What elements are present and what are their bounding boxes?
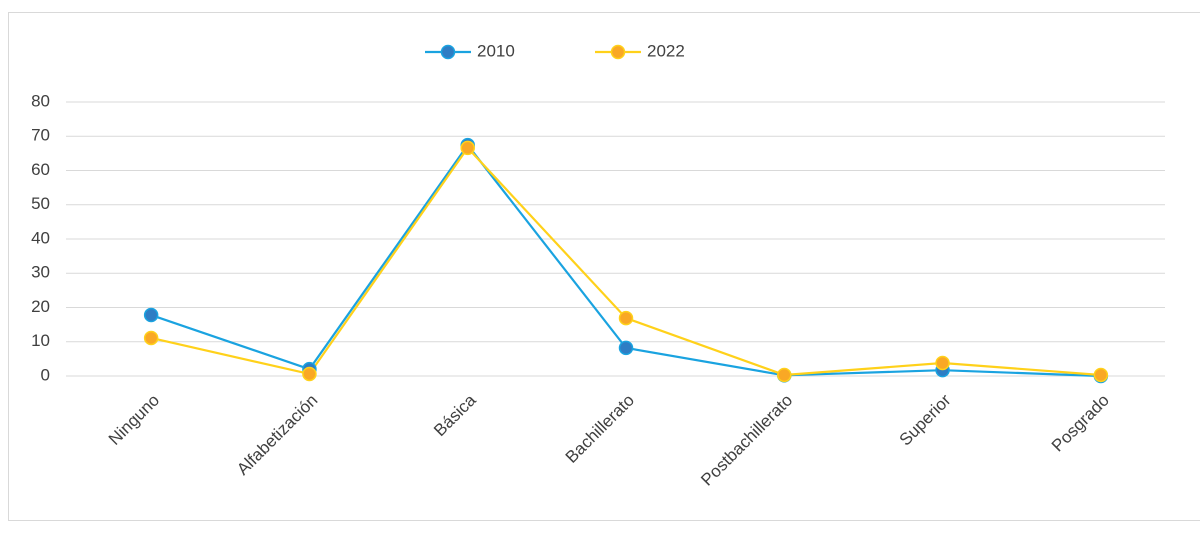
y-tick-label: 30 xyxy=(31,263,50,282)
y-tick-label: 0 xyxy=(41,365,50,384)
data-point xyxy=(461,141,474,154)
chart-frame xyxy=(9,13,1200,521)
y-tick-label: 10 xyxy=(31,331,50,350)
data-point xyxy=(303,367,316,380)
data-point xyxy=(936,356,949,369)
y-tick-label: 50 xyxy=(31,194,50,213)
data-point xyxy=(620,341,633,354)
y-tick-label: 40 xyxy=(31,228,50,247)
legend-label: 2022 xyxy=(647,41,685,60)
data-point xyxy=(778,368,791,381)
legend-marker xyxy=(442,46,455,59)
data-point xyxy=(145,309,158,322)
y-tick-label: 70 xyxy=(31,126,50,145)
data-point xyxy=(145,331,158,344)
data-point xyxy=(1094,368,1107,381)
legend-label: 2010 xyxy=(477,41,515,60)
legend-marker xyxy=(612,46,625,59)
y-tick-label: 20 xyxy=(31,297,50,316)
y-tick-label: 60 xyxy=(31,160,50,179)
data-point xyxy=(620,312,633,325)
y-tick-label: 80 xyxy=(31,91,50,110)
